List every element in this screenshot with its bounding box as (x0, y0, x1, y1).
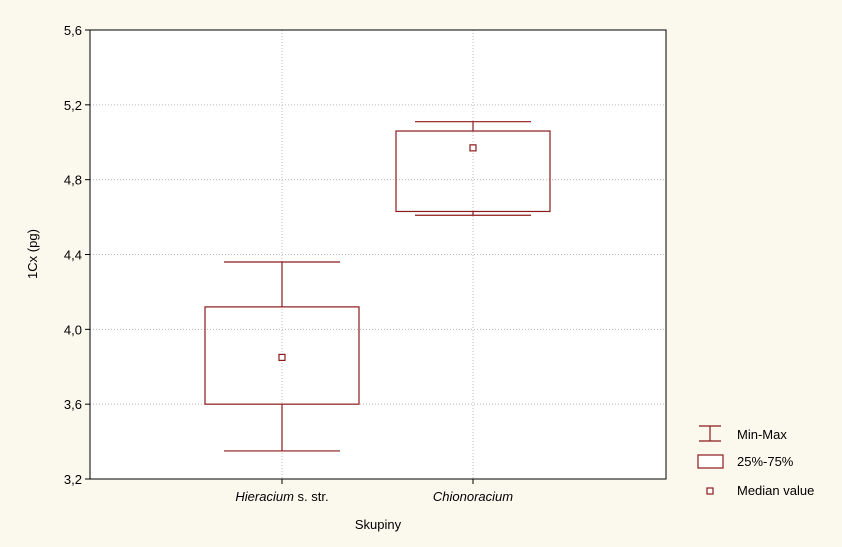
y-tick-label: 5,2 (64, 98, 82, 113)
legend-whisker-symbol (699, 425, 721, 442)
legend-box-symbol (697, 454, 724, 469)
legend-item-median: Median value (706, 483, 814, 498)
y-tick-label: 4,0 (64, 322, 82, 337)
y-axis-title: 1Cx (pg) (25, 229, 40, 279)
box-q1-q3 (395, 130, 551, 213)
x-axis-title: Skupiny (355, 517, 402, 532)
x-tick-label: Chionoracium (433, 489, 513, 504)
box-q1-q3 (204, 306, 360, 405)
box-plot-2 (395, 121, 551, 216)
y-tick-label: 4,4 (64, 248, 82, 263)
legend-label-box: 25%-75% (737, 454, 794, 469)
box-series (204, 121, 551, 452)
legend: Min-Max 25%-75% Median value (697, 425, 814, 498)
grid-lines (90, 30, 666, 479)
box-plot-1 (204, 261, 360, 452)
y-tick-label: 4,8 (64, 173, 82, 188)
y-tick-label: 5,6 (64, 23, 82, 38)
legend-label-min-max: Min-Max (737, 427, 787, 442)
x-axis: Hieracium s. str. Chionoracium (235, 479, 513, 504)
median-marker (278, 353, 286, 361)
y-axis: 3,2 3,6 4,0 4,4 4,8 5,2 5,6 (64, 23, 90, 487)
legend-median-symbol (706, 487, 714, 495)
legend-label-median: Median value (737, 483, 814, 498)
median-marker (469, 144, 477, 152)
y-tick-label: 3,6 (64, 397, 82, 412)
x-tick-label: Hieracium s. str. (235, 489, 328, 504)
legend-item-min-max: Min-Max (699, 425, 787, 442)
y-tick-label: 3,2 (64, 472, 82, 487)
legend-item-box: 25%-75% (697, 454, 794, 469)
